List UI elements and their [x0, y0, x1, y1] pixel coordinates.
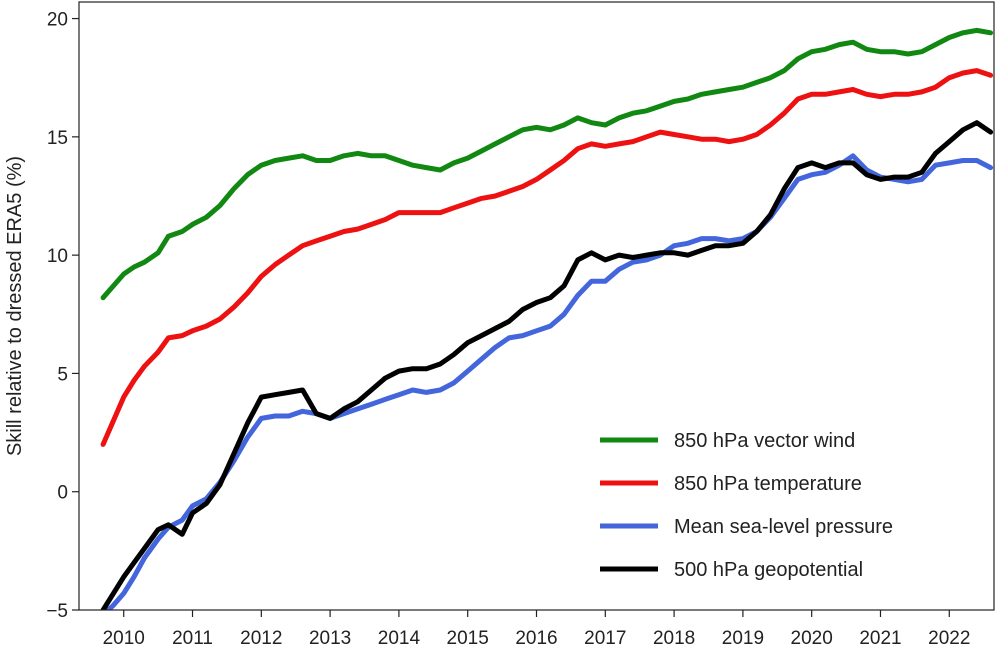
x-tick-label: 2014 [378, 628, 421, 649]
y-axis-title: Skill relative to dressed ERA5 (%) [4, 156, 26, 456]
x-tick-label: 2017 [584, 628, 626, 649]
y-tick-label: 20 [47, 10, 68, 31]
y-tick-label: 15 [47, 128, 68, 149]
y-tick-label: −5 [46, 601, 68, 622]
legend-label: 500 hPa geopotential [674, 559, 863, 581]
y-tick-label: 0 [57, 483, 68, 504]
legend: 850 hPa vector wind 850 hPa temperature Me… [600, 430, 893, 581]
x-tick-label: 2013 [309, 628, 351, 649]
series-line-850-hpa-temperature [100, 68, 994, 447]
x-tick-label: 2018 [653, 628, 695, 649]
series-layer [100, 27, 994, 610]
x-tick-label: 2015 [447, 628, 489, 649]
x-axis: 2010 2011 2012 2013 2014 2015 2016 2017 2018 2019… [103, 610, 970, 649]
legend-label: 850 hPa temperature [674, 473, 862, 495]
legend-label: 850 hPa vector wind [674, 430, 855, 452]
x-tick-label: 2022 [928, 628, 970, 649]
x-tick-label: 2011 [172, 628, 213, 649]
x-tick-label: 2020 [791, 628, 833, 649]
x-tick-label: 2019 [722, 628, 764, 649]
legend-label: Mean sea-level pressure [674, 516, 893, 538]
x-tick-label: 2010 [103, 628, 145, 649]
series-line-500-hpa-geopotential [100, 120, 994, 610]
y-tick-label: 10 [47, 246, 68, 267]
x-tick-label: 2016 [515, 628, 557, 649]
x-tick-label: 2012 [240, 628, 282, 649]
x-tick-label: 2021 [859, 628, 901, 649]
y-tick-label: 5 [57, 364, 68, 385]
series-line-850-hpa-vector-wind [100, 27, 994, 301]
y-axis: −5 0 5 10 15 20 [46, 10, 79, 622]
